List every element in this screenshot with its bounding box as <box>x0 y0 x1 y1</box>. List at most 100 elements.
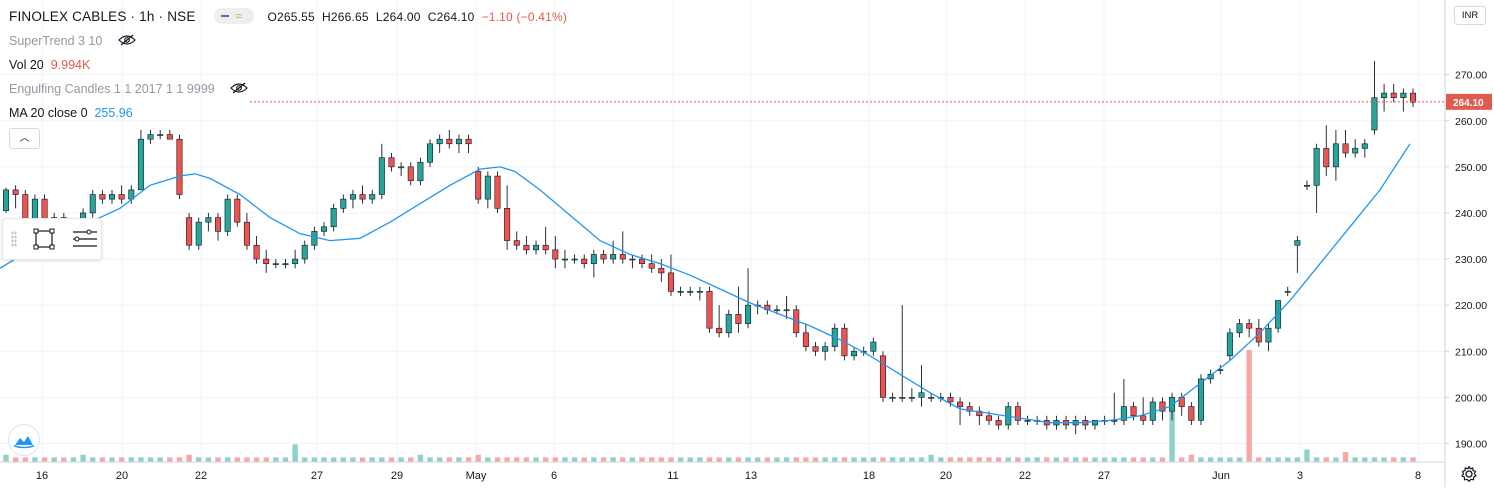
volume-bar <box>571 457 578 462</box>
eye-slash-icon[interactable] <box>117 34 136 50</box>
candle-body <box>417 161 424 181</box>
volume-bar <box>783 457 790 462</box>
vol-value: 9.994K <box>50 58 91 72</box>
symbol-title[interactable]: FINOLEX CABLES · 1h · NSE <box>9 9 196 24</box>
candle-body <box>1188 406 1195 421</box>
volume-bar <box>764 457 771 462</box>
volume-bar <box>1391 457 1397 462</box>
eye-slash-icon[interactable] <box>230 82 249 98</box>
volume-bar <box>591 457 597 462</box>
volume-bar <box>639 457 645 462</box>
candle-body <box>1294 240 1301 246</box>
series-style-toggle[interactable]: ≈ <box>213 8 254 25</box>
volume-bar <box>542 457 549 462</box>
logo-icon[interactable] <box>8 424 40 456</box>
candle-body <box>99 194 106 200</box>
candle-body <box>1024 420 1031 422</box>
indicator-engulfing[interactable]: Engulfing Candles 1 1 2017 1 1 9999 <box>9 81 249 98</box>
volume-bar <box>1410 457 1416 462</box>
currency-button[interactable]: INR <box>1454 6 1486 25</box>
ma-label: MA 20 close 0 <box>9 106 88 120</box>
volume-bar <box>832 457 838 462</box>
candle-body <box>610 254 617 260</box>
candle-body <box>552 249 559 260</box>
indicator-volume[interactable]: Vol 20 9.994K <box>9 57 90 73</box>
volume-bar <box>514 457 520 462</box>
candle-body <box>1140 415 1147 421</box>
candle-body <box>1207 373 1214 380</box>
volume-bar <box>61 457 67 462</box>
ohlc-high: H266.65 <box>321 10 369 24</box>
volume-bar <box>311 457 318 462</box>
candle-body <box>523 244 530 251</box>
price-tick-label: 230.00 <box>1455 254 1487 266</box>
volume-bar <box>1150 457 1156 462</box>
indicator-supertrend[interactable]: SuperTrend 3 10 <box>9 33 136 50</box>
gear-icon[interactable] <box>1460 465 1478 483</box>
candle-body <box>812 346 819 352</box>
candle-body <box>1246 323 1253 329</box>
time-tick-label: 27 <box>311 470 323 482</box>
price-tick-label: 200.00 <box>1455 392 1487 404</box>
last-price-tag: 264.10 <box>1446 93 1492 110</box>
candle-body <box>745 304 752 324</box>
volume-bar <box>138 457 144 462</box>
candle-body <box>619 254 626 260</box>
drag-handle[interactable] <box>11 231 17 247</box>
candle-body <box>1361 143 1368 149</box>
volume-bar <box>1179 457 1185 462</box>
collapse-legend-button[interactable]: ︿ <box>9 128 40 149</box>
volume-bar <box>928 454 934 462</box>
volume-bar <box>80 454 86 462</box>
volume-bar <box>523 457 530 462</box>
volume-bar <box>1342 452 1349 462</box>
volume-bar <box>581 457 587 462</box>
volume-bar <box>253 457 260 462</box>
price-tick-label: 220.00 <box>1455 300 1487 312</box>
candle-body <box>600 254 607 260</box>
horizontal-lines-icon[interactable] <box>69 227 99 251</box>
volume-bar <box>408 457 414 462</box>
rectangle-tool-icon[interactable] <box>29 227 59 251</box>
candle-body <box>321 226 328 232</box>
candle-body <box>716 327 723 334</box>
supertrend-label: SuperTrend 3 10 <box>9 34 103 48</box>
candle-body <box>359 194 366 200</box>
candle-body <box>340 198 347 209</box>
candle-body <box>879 355 886 398</box>
volume-bar <box>118 457 125 462</box>
candle-body <box>109 194 116 200</box>
volume-bar <box>620 457 626 462</box>
candle-body <box>137 138 144 191</box>
candle-body <box>195 221 202 246</box>
indicator-ma[interactable]: MA 20 close 0 255.96 <box>9 105 133 121</box>
candle-body <box>928 397 935 399</box>
candle-body <box>870 341 877 352</box>
candle-body <box>542 244 549 251</box>
volume-bar <box>475 454 481 462</box>
volume-bar <box>234 457 240 462</box>
candle-body <box>581 258 588 264</box>
time-tick-label: 11 <box>667 470 678 482</box>
candle-body <box>205 217 212 223</box>
candle-body <box>369 194 376 200</box>
candle-body <box>1323 148 1330 168</box>
candle-body <box>1400 92 1407 98</box>
candle-body <box>783 309 790 312</box>
volume-bar <box>456 457 462 462</box>
candle-body <box>1236 323 1243 334</box>
candle-body <box>513 240 520 246</box>
volume-bar <box>157 457 163 462</box>
candle-body <box>947 397 954 403</box>
volume-bar <box>1063 457 1069 462</box>
ma-value: 255.96 <box>94 106 133 120</box>
candle-body <box>1381 92 1388 98</box>
time-tick-label: 29 <box>391 470 403 482</box>
volume-bar <box>1323 457 1329 462</box>
volume-bars <box>3 350 1416 462</box>
candle-body <box>215 217 222 232</box>
volume-bar <box>1034 457 1040 462</box>
ma20-line <box>0 143 1411 424</box>
volume-bar <box>1207 457 1214 462</box>
